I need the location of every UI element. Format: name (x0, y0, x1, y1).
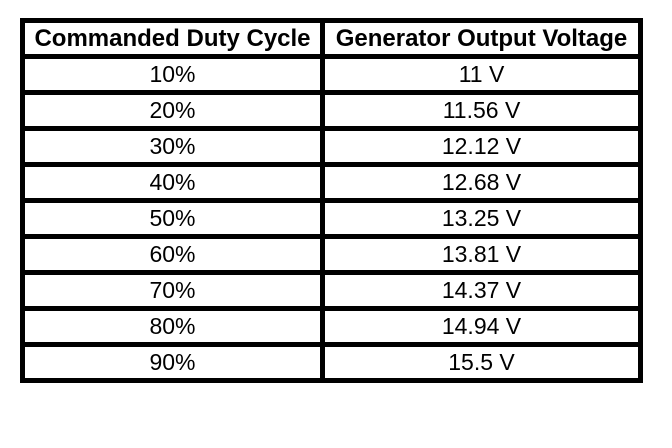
duty-cycle-cell: 80% (20, 306, 325, 347)
table-row: 10% 11 V (20, 54, 643, 95)
duty-cycle-cell: 40% (20, 162, 325, 203)
table-row: 40% 12.68 V (20, 162, 643, 203)
header-row: Commanded Duty Cycle Generator Output Vo… (20, 18, 643, 59)
voltage-cell: 13.81 V (320, 234, 643, 275)
duty-cycle-voltage-table: Commanded Duty Cycle Generator Output Vo… (20, 18, 643, 383)
header-output-voltage: Generator Output Voltage (320, 18, 643, 59)
duty-cycle-cell: 70% (20, 270, 325, 311)
table-row: 60% 13.81 V (20, 234, 643, 275)
voltage-cell: 11 V (320, 54, 643, 95)
voltage-cell: 11.56 V (320, 90, 643, 131)
table-row: 50% 13.25 V (20, 198, 643, 239)
voltage-cell: 12.12 V (320, 126, 643, 167)
voltage-cell: 15.5 V (320, 342, 643, 383)
duty-cycle-cell: 10% (20, 54, 325, 95)
duty-cycle-cell: 30% (20, 126, 325, 167)
table-body: 10% 11 V 20% 11.56 V 30% 12.12 V 40% 12.68 V 50%… (20, 54, 643, 383)
voltage-cell: 13.25 V (320, 198, 643, 239)
table-row: 70% 14.37 V (20, 270, 643, 311)
duty-cycle-cell: 20% (20, 90, 325, 131)
table-row: 20% 11.56 V (20, 90, 643, 131)
table-header: Commanded Duty Cycle Generator Output Vo… (20, 18, 643, 59)
table-row: 90% 15.5 V (20, 342, 643, 383)
voltage-cell: 14.37 V (320, 270, 643, 311)
duty-cycle-voltage-table-wrap: Commanded Duty Cycle Generator Output Vo… (20, 18, 643, 383)
header-duty-cycle: Commanded Duty Cycle (20, 18, 325, 59)
duty-cycle-cell: 50% (20, 198, 325, 239)
table-row: 30% 12.12 V (20, 126, 643, 167)
table-row: 80% 14.94 V (20, 306, 643, 347)
voltage-cell: 12.68 V (320, 162, 643, 203)
duty-cycle-cell: 90% (20, 342, 325, 383)
duty-cycle-cell: 60% (20, 234, 325, 275)
voltage-cell: 14.94 V (320, 306, 643, 347)
